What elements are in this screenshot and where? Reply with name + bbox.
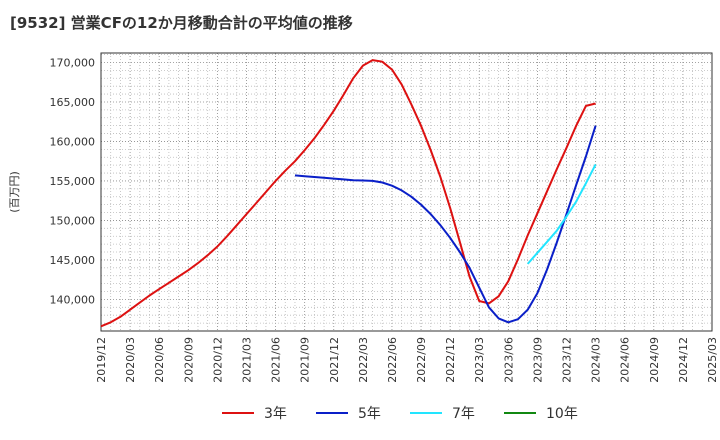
x-tick-label: 2024/03 xyxy=(590,337,603,383)
x-tick-label: 2022/03 xyxy=(357,337,370,383)
y-tick-labels: 140,000 145,000 150,000 155,000 160,000 165,0… xyxy=(50,56,96,306)
y-tick-label: 155,000 xyxy=(50,175,96,188)
chart-title: [9532] 営業CFの12か月移動合計の平均値の推移 xyxy=(10,14,353,32)
x-tick-label: 2023/06 xyxy=(502,337,515,383)
x-tick-label: 2023/09 xyxy=(531,337,544,383)
legend-label-0: 3年 xyxy=(264,406,287,422)
y-tick-label: 140,000 xyxy=(50,293,96,306)
series-lines xyxy=(100,59,597,328)
grid xyxy=(101,53,712,332)
x-tick-label: 2023/03 xyxy=(473,337,486,383)
x-tick-labels: 2019/12 2020/03 2020/06 2020/09 2020/12 2021/… xyxy=(95,337,719,383)
x-tick-label: 2020/06 xyxy=(153,337,166,383)
y-tick-label: 150,000 xyxy=(50,214,96,227)
y-tick-label: 165,000 xyxy=(50,96,96,109)
y-tick-label: 170,000 xyxy=(50,56,96,69)
x-tick-label: 2024/12 xyxy=(677,337,690,383)
x-tick-label: 2020/09 xyxy=(182,337,195,383)
x-tick-label: 2019/12 xyxy=(95,337,108,383)
legend: 3年 5年 7年 10年 xyxy=(222,406,578,422)
x-tick-label: 2021/03 xyxy=(240,337,253,383)
legend-label-3: 10年 xyxy=(546,406,578,422)
x-tick-label: 2022/12 xyxy=(444,337,457,383)
y-axis-label: (百万円) xyxy=(8,171,21,213)
legend-label-1: 5年 xyxy=(358,406,381,422)
x-tick-label: 2024/06 xyxy=(619,337,632,383)
x-tick-label: 2022/09 xyxy=(415,337,428,383)
x-tick-label: 2020/12 xyxy=(211,337,224,383)
series-line-0 xyxy=(100,59,596,328)
x-tick-label: 2024/09 xyxy=(648,337,661,383)
x-tick-label: 2021/06 xyxy=(270,337,283,383)
x-tick-label: 2025/03 xyxy=(706,337,719,383)
x-tick-label: 2022/06 xyxy=(386,337,399,383)
y-tick-label: 145,000 xyxy=(50,254,96,267)
y-tick-label: 160,000 xyxy=(50,135,96,148)
legend-label-2: 7年 xyxy=(452,406,475,422)
x-tick-label: 2021/09 xyxy=(299,337,312,383)
plot-frame xyxy=(100,52,713,332)
series-line-1 xyxy=(294,125,597,324)
x-tick-label: 2020/03 xyxy=(124,337,137,383)
x-tick-label: 2023/12 xyxy=(561,337,574,383)
x-tick-label: 2021/12 xyxy=(328,337,341,383)
series-line-2 xyxy=(526,163,597,265)
